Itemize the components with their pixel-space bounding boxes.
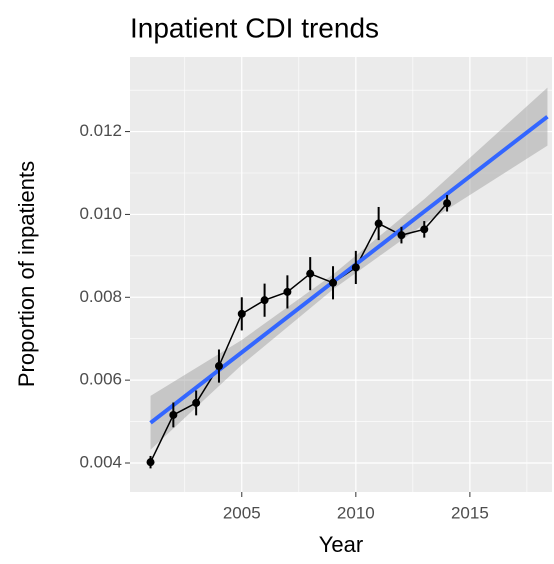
y-tick-label: 0.006 [79, 370, 122, 389]
y-axis-title: Proportion of inpatients [14, 161, 39, 387]
data-point [306, 269, 315, 278]
data-point [397, 231, 406, 240]
chart-title: Inpatient CDI trends [130, 12, 379, 43]
data-point [374, 219, 383, 228]
x-tick-label: 2005 [223, 503, 261, 522]
data-point [260, 296, 269, 305]
data-point [329, 278, 338, 287]
data-point [146, 458, 155, 467]
x-tick-label: 2010 [337, 503, 375, 522]
y-tick-label: 0.004 [79, 452, 122, 471]
data-point [420, 225, 429, 234]
y-tick-label: 0.008 [79, 287, 122, 306]
data-point [283, 287, 292, 296]
y-tick-label: 0.010 [79, 204, 122, 223]
data-point [351, 263, 360, 272]
data-point [237, 309, 246, 318]
x-tick-label: 2015 [451, 503, 489, 522]
data-point [169, 410, 178, 419]
data-point [192, 398, 201, 407]
data-point [443, 199, 452, 208]
x-axis-title: Year [319, 532, 363, 557]
data-point [214, 362, 223, 371]
y-tick-label: 0.012 [79, 121, 122, 140]
